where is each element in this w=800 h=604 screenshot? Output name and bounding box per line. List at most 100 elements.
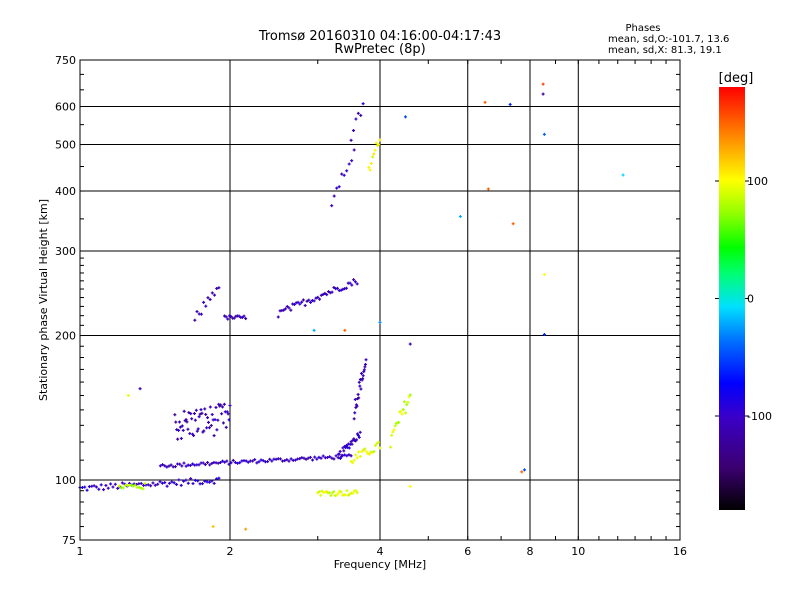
data-point [181,428,185,432]
data-point [149,484,153,488]
data-point [378,320,382,324]
data-point [186,481,190,485]
data-point [292,302,296,306]
data-point [215,428,219,432]
data-point [357,380,361,384]
data-point [327,491,331,495]
data-point [121,486,125,490]
data-point [407,395,411,399]
data-point [212,434,216,438]
data-point [357,435,361,439]
data-point [179,436,183,440]
data-point [308,455,312,459]
data-point [202,300,206,304]
data-point [325,293,329,297]
data-point [332,457,336,461]
data-point [99,483,103,487]
y-tick-label: 500 [55,139,76,152]
data-point [358,384,362,388]
data-point [330,456,334,460]
data-point [408,342,412,346]
data-point [542,332,546,336]
x-tick-label: 4 [377,545,384,558]
data-point [180,464,184,468]
data-point [251,459,255,463]
data-point [342,449,346,453]
data-point [302,456,306,460]
data-point [215,286,219,290]
data-point [389,445,393,449]
data-point [102,488,106,492]
data-point [167,464,171,468]
data-point [266,460,270,464]
data-point [345,489,349,493]
data-point [520,470,524,474]
data-point [318,297,322,301]
data-point [358,454,362,458]
data-point [217,476,221,480]
data-point [338,449,342,453]
data-point [203,407,207,411]
data-point [319,493,323,497]
grid-lines [80,60,680,540]
data-point [244,317,248,321]
colorbar-tick-label: -100 [747,410,772,423]
data-point [178,462,182,466]
data-point [541,92,545,96]
data-point [317,455,321,459]
data-point [372,152,376,156]
x-tick-label: 8 [527,545,534,558]
data-point [352,148,356,152]
data-point [207,480,211,484]
data-point [345,443,349,447]
data-point [361,377,365,381]
data-point [350,283,354,287]
data-point [289,457,293,461]
data-point [352,278,356,282]
data-point [192,434,196,438]
data-point [282,308,286,312]
data-point [188,432,192,436]
data-point [184,478,188,482]
x-axis-ticks: 1 2 4 6 8 10 16 [77,60,687,558]
data-point [342,173,346,177]
data-point [176,437,180,441]
data-point [287,459,291,463]
data-point [353,280,357,284]
data-point [196,479,200,483]
data-point [185,420,189,424]
data-point [242,314,246,318]
stats-line-o: mean, sd,O:-101.7, 13.6 [608,34,729,45]
data-point [352,458,356,462]
plot-area: 1 2 4 6 8 10 16 75 100 200 300 400 500 600 750 [55,54,687,558]
data-point [354,453,358,457]
data-point [146,483,150,487]
phase-colorbar: [deg] 100 0 -100 [715,71,772,510]
data-point [213,293,217,297]
data-point [356,433,360,437]
data-point [361,374,365,378]
data-point [220,412,224,416]
data-point [369,161,373,165]
data-point [332,194,336,198]
data-point [227,418,231,422]
data-point [120,481,124,485]
data-point [339,490,343,494]
data-point [217,286,221,290]
data-point [208,298,212,302]
data-point [345,169,349,173]
data-point [202,429,206,433]
data-point [319,456,323,460]
data-point [511,222,515,226]
data-point [285,305,289,309]
data-point [359,387,363,391]
data-point [208,463,212,467]
data-point [296,300,300,304]
colorbar-ticks: 100 0 -100 [715,175,772,423]
data-point [182,461,186,465]
data-point [195,310,199,314]
data-point [393,424,397,428]
data-point [197,415,201,419]
data-point [184,418,188,422]
data-point [199,312,203,316]
